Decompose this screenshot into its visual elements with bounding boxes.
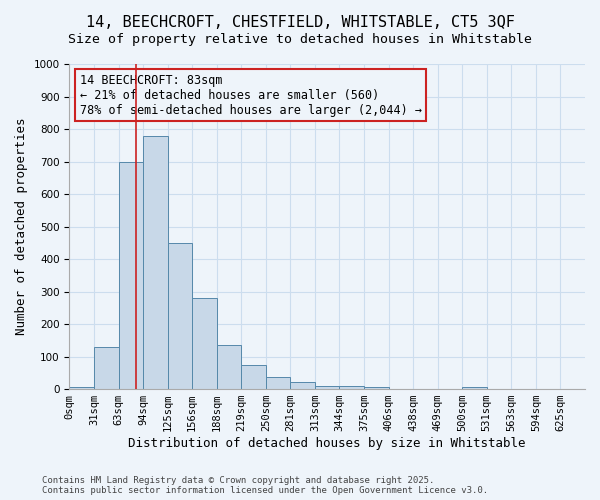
- Bar: [217, 345, 241, 389]
- Text: 14, BEECHCROFT, CHESTFIELD, WHITSTABLE, CT5 3QF: 14, BEECHCROFT, CHESTFIELD, WHITSTABLE, …: [86, 15, 514, 30]
- Bar: [94, 347, 119, 389]
- Text: Size of property relative to detached houses in Whitstable: Size of property relative to detached ho…: [68, 32, 532, 46]
- Bar: [364, 388, 389, 389]
- Bar: [70, 388, 94, 389]
- Bar: [340, 386, 364, 389]
- Bar: [167, 243, 192, 389]
- Bar: [241, 366, 266, 389]
- Text: 14 BEECHCROFT: 83sqm
← 21% of detached houses are smaller (560)
78% of semi-deta: 14 BEECHCROFT: 83sqm ← 21% of detached h…: [80, 74, 422, 117]
- Bar: [119, 162, 143, 389]
- Bar: [192, 298, 217, 389]
- Bar: [143, 136, 167, 389]
- Bar: [462, 388, 487, 389]
- Bar: [290, 382, 315, 389]
- Y-axis label: Number of detached properties: Number of detached properties: [15, 118, 28, 336]
- Bar: [315, 386, 340, 389]
- Text: Contains HM Land Registry data © Crown copyright and database right 2025.
Contai: Contains HM Land Registry data © Crown c…: [42, 476, 488, 495]
- Bar: [266, 376, 290, 389]
- X-axis label: Distribution of detached houses by size in Whitstable: Distribution of detached houses by size …: [128, 437, 526, 450]
